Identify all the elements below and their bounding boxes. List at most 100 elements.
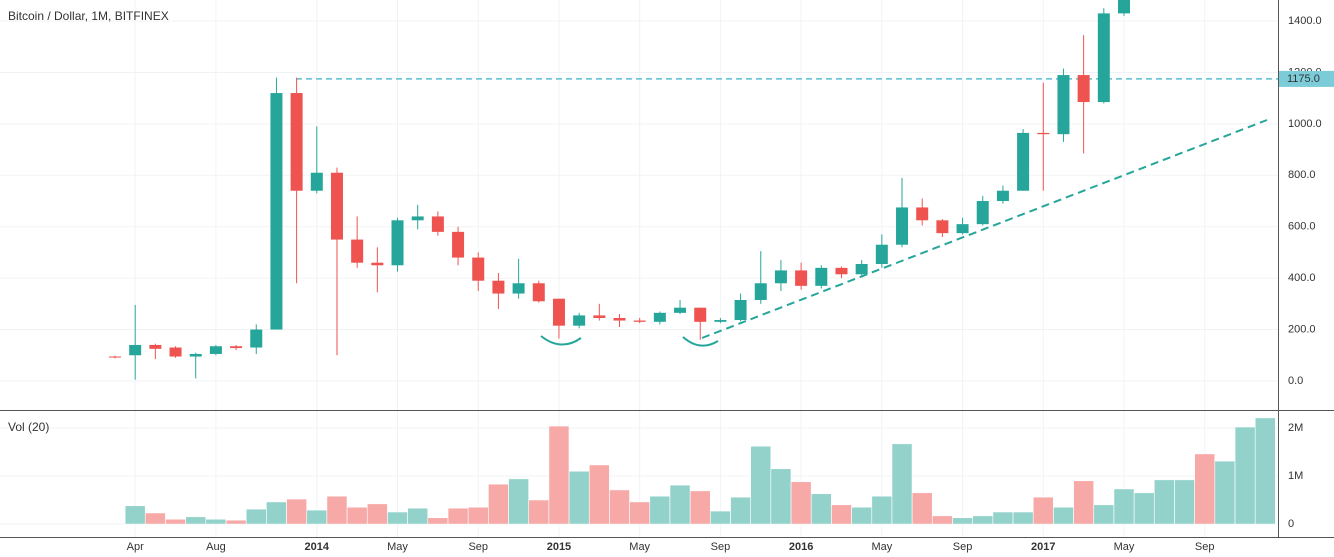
- y-tick-label: 2M: [1288, 422, 1303, 434]
- x-tick-label: Sep: [1195, 541, 1215, 553]
- candle-body: [1017, 132, 1030, 191]
- volume-bar: [145, 512, 166, 525]
- candle-body: [209, 346, 222, 354]
- candle-body: [129, 344, 142, 356]
- candle-body: [896, 207, 909, 245]
- volume-bar: [1133, 492, 1155, 525]
- volume-bar: [952, 517, 973, 525]
- candle-body: [472, 257, 485, 281]
- y-tick-label: 0: [1288, 518, 1294, 530]
- volume-bar: [165, 518, 186, 525]
- candle-body: [310, 172, 323, 191]
- annotation-arc: [540, 335, 582, 346]
- volume-bar: [811, 493, 832, 525]
- annotation-arc: [682, 336, 719, 347]
- x-tick-label: 2017: [1031, 541, 1055, 553]
- volume-bar: [1214, 460, 1236, 525]
- volume-bar: [1194, 453, 1215, 525]
- y-tick-label: 0.0: [1288, 375, 1303, 387]
- x-tick-label: Sep: [711, 541, 731, 553]
- candle-body: [109, 356, 121, 358]
- volume-bar: [568, 470, 590, 525]
- volume-bar: [1234, 426, 1256, 525]
- candle-body: [835, 267, 848, 275]
- axes: 0.0200.0400.0600.0800.01000.01200.01400.…: [127, 15, 1334, 553]
- candle-body: [916, 207, 929, 221]
- candle-body: [492, 280, 505, 294]
- volume-bar: [669, 484, 691, 525]
- trend-line: [701, 119, 1268, 339]
- volume-bar: [508, 478, 529, 525]
- candle-body: [734, 299, 747, 321]
- volume-bar: [467, 506, 489, 525]
- candle-body: [694, 307, 707, 322]
- x-tick-label: 2015: [547, 541, 571, 553]
- volume-bar: [367, 503, 388, 525]
- volume-bar: [750, 445, 772, 525]
- volume-bar: [488, 483, 509, 525]
- volume-bar: [185, 516, 206, 525]
- candle-body: [330, 172, 343, 240]
- x-tick-label: Apr: [127, 541, 144, 553]
- volume-bar: [387, 511, 408, 525]
- candle-body: [714, 320, 727, 322]
- price-pane: [109, 0, 1278, 380]
- candle-body: [1037, 132, 1050, 135]
- candle-body: [653, 312, 666, 322]
- volume-bar: [124, 505, 146, 525]
- candle-body: [452, 231, 465, 258]
- candle-body: [674, 307, 687, 313]
- x-tick-label: 2014: [305, 541, 330, 553]
- volume-bar: [427, 517, 449, 525]
- volume-bar: [891, 443, 913, 525]
- candle-body: [613, 317, 626, 321]
- volume-bar: [528, 499, 550, 525]
- candle-body: [431, 216, 444, 232]
- volume-bar: [286, 498, 307, 525]
- y-tick-label: 800.0: [1288, 169, 1316, 181]
- candle-body: [956, 224, 969, 234]
- candle-body: [795, 270, 808, 286]
- volume-bar: [609, 489, 630, 525]
- volume-bar: [1255, 417, 1276, 525]
- volume-bar: [1053, 506, 1074, 525]
- candle-body: [411, 216, 424, 221]
- x-tick-label: May: [1114, 541, 1135, 553]
- volume-bar: [932, 515, 953, 525]
- candle-body: [996, 190, 1009, 202]
- y-tick-label: 600.0: [1288, 221, 1316, 233]
- candle-body: [552, 298, 565, 326]
- candle-body: [149, 344, 162, 349]
- volume-bar: [1093, 504, 1115, 525]
- candle-body: [371, 262, 384, 266]
- candle-body: [250, 329, 263, 348]
- candle-body: [512, 283, 525, 294]
- x-tick-label: 2016: [789, 541, 813, 553]
- volume-bar: [1113, 488, 1135, 525]
- volume-bar: [649, 495, 671, 525]
- candle-body: [936, 220, 949, 234]
- candle-body: [290, 93, 303, 191]
- x-tick-label: Aug: [206, 541, 226, 553]
- chart-title: Bitcoin / Dollar, 1M, BITFINEX: [8, 9, 169, 23]
- volume-bar: [1154, 479, 1175, 525]
- y-tick-label: 400.0: [1288, 272, 1316, 284]
- candle-body: [1057, 75, 1070, 135]
- volume-bar: [326, 495, 348, 525]
- volume-pane: [124, 417, 1276, 525]
- candle-body: [1077, 75, 1090, 103]
- volume-bar: [831, 504, 852, 525]
- candle-body: [593, 315, 606, 318]
- candle-body: [633, 320, 646, 322]
- volume-bar: [689, 490, 711, 525]
- volume-bar: [629, 501, 650, 525]
- x-tick-label: May: [387, 541, 408, 553]
- volume-bar: [346, 506, 368, 525]
- volume-bar: [306, 509, 328, 525]
- candle-body: [754, 283, 767, 300]
- volume-bar: [1174, 479, 1195, 525]
- volume-bar: [911, 492, 933, 525]
- candle-body: [532, 283, 545, 302]
